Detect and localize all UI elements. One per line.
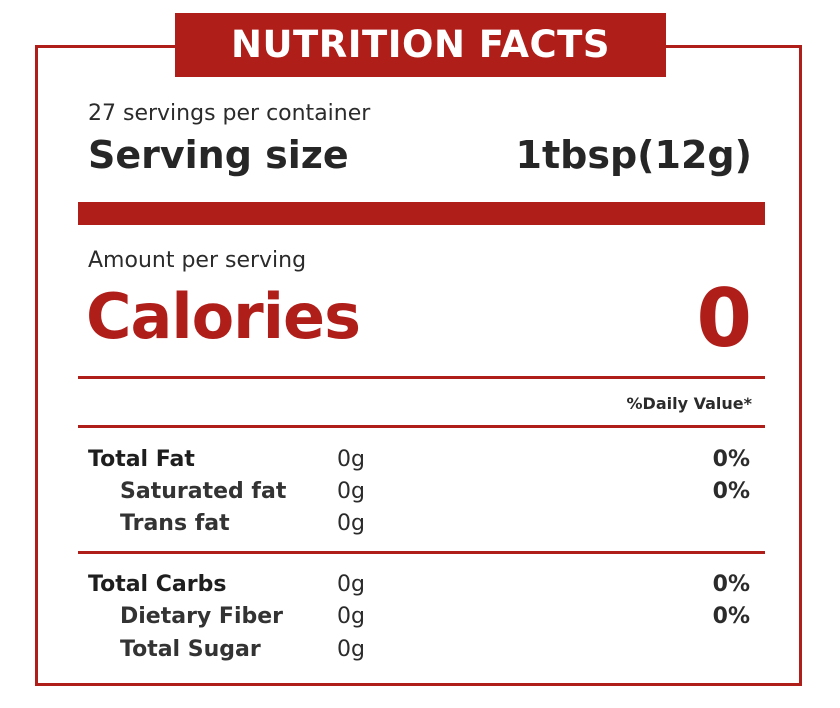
calories-label: Calories — [86, 280, 361, 353]
total-carbs-dv: 0% — [712, 572, 750, 597]
serving-size-label: Serving size — [88, 133, 349, 177]
total-carbs-label: Total Carbs — [88, 572, 227, 597]
nutrients-top-divider — [78, 425, 765, 428]
serving-size-value: 1tbsp(12g) — [515, 133, 752, 177]
dietary-fiber-dv: 0% — [712, 604, 750, 629]
dietary-fiber-amount: 0g — [337, 604, 365, 629]
total-carbs-amount: 0g — [337, 572, 365, 597]
servings-per-container: 27 servings per container — [88, 101, 371, 126]
saturated-fat-amount: 0g — [337, 479, 365, 504]
total-fat-label: Total Fat — [88, 447, 195, 472]
total-fat-dv: 0% — [712, 447, 750, 472]
amount-per-serving-label: Amount per serving — [88, 248, 307, 273]
daily-value-header: %Daily Value* — [626, 394, 752, 413]
nutrients-middle-divider — [78, 551, 765, 554]
total-sugar-amount: 0g — [337, 637, 365, 662]
nutrition-facts-banner: NUTRITION FACTS — [175, 13, 666, 77]
trans-fat-amount: 0g — [337, 511, 365, 536]
dietary-fiber-label: Dietary Fiber — [120, 604, 284, 629]
saturated-fat-dv: 0% — [712, 479, 750, 504]
calories-value: 0 — [696, 272, 752, 365]
thick-divider — [78, 202, 765, 225]
total-fat-amount: 0g — [337, 447, 365, 472]
calories-divider — [78, 376, 765, 379]
saturated-fat-label: Saturated fat — [120, 479, 287, 504]
trans-fat-label: Trans fat — [120, 511, 230, 536]
total-sugar-label: Total Sugar — [120, 637, 261, 662]
